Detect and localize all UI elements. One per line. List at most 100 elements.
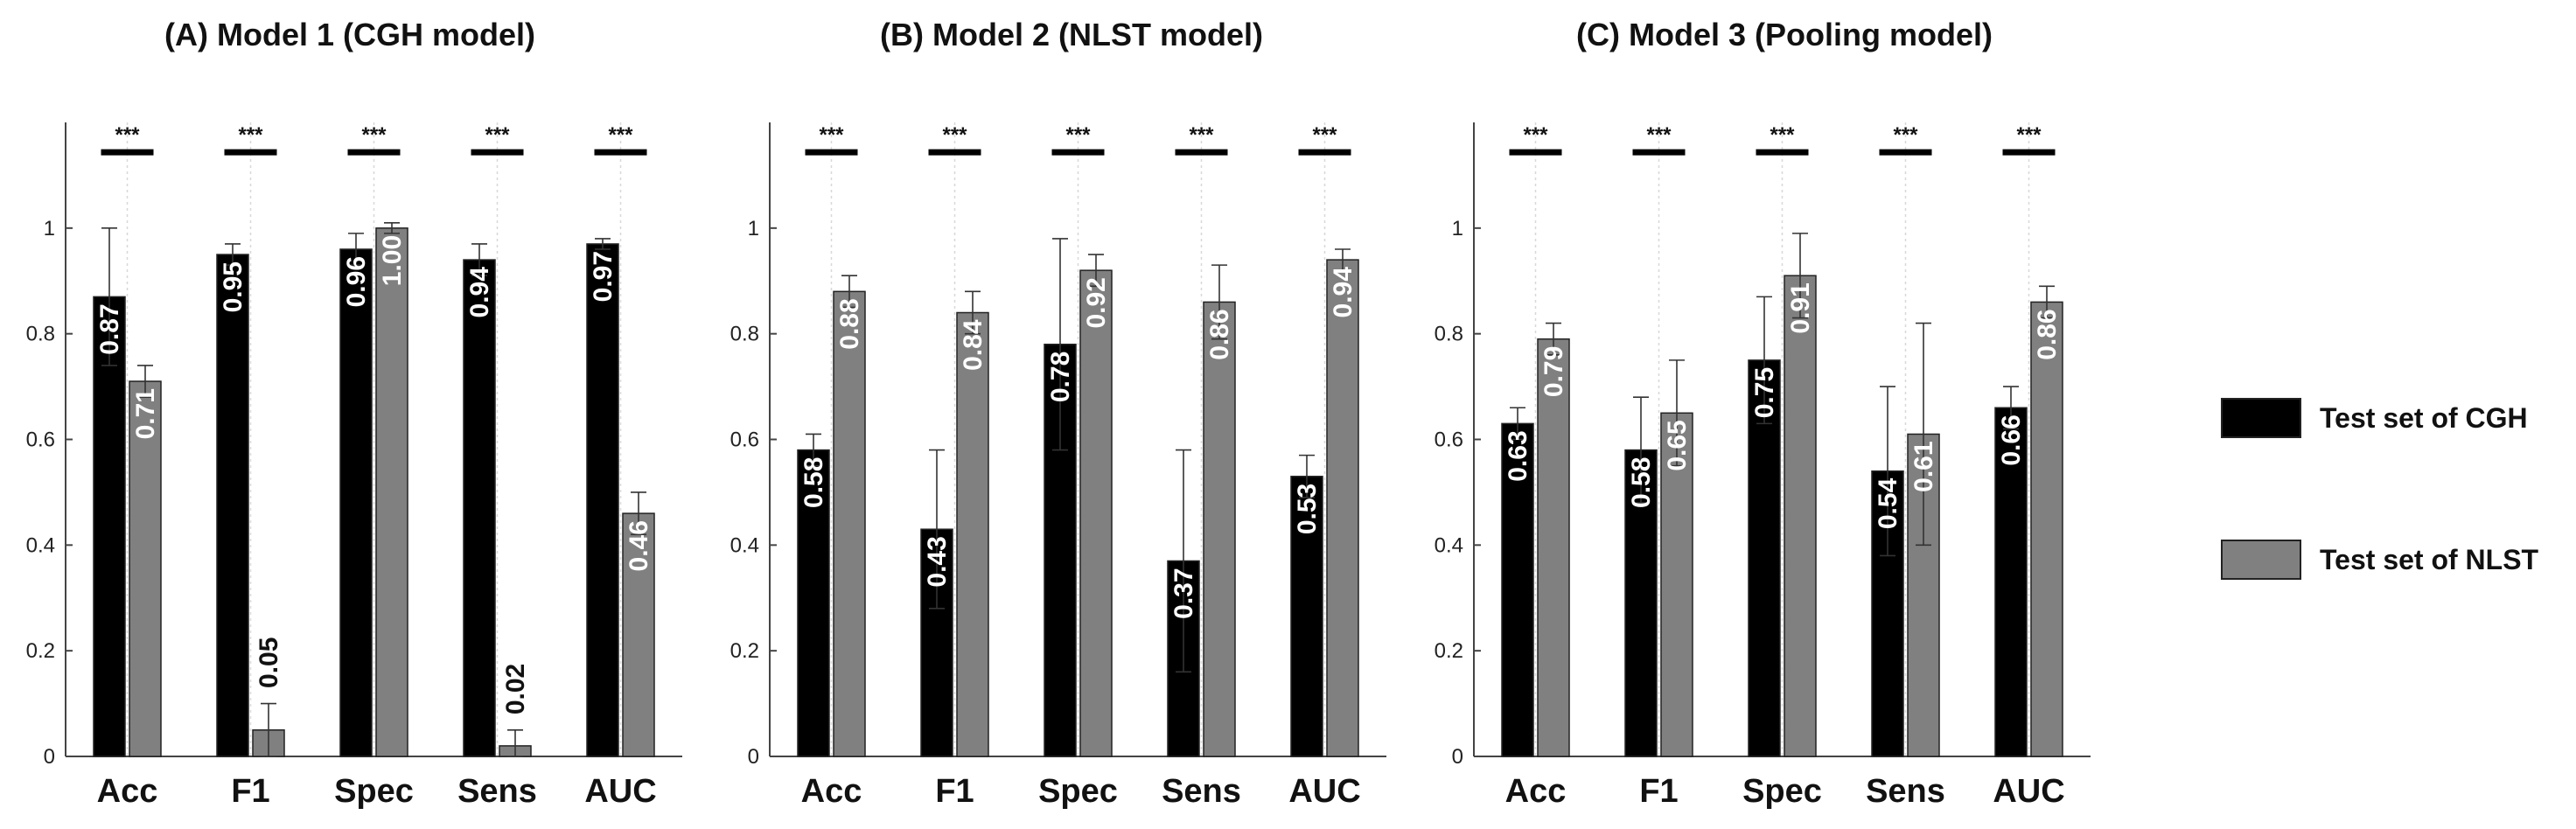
bar-nlst <box>1537 338 1570 757</box>
x-tick-label: Acc <box>97 773 158 810</box>
x-tick-label: Sens <box>1162 773 1241 810</box>
bar-nlst <box>1079 269 1113 757</box>
x-tick-label: Sens <box>457 773 537 810</box>
bar-cgh <box>1501 422 1534 757</box>
bar-nlst <box>833 290 866 757</box>
value-label: 0.86 <box>1205 309 1234 359</box>
x-tick-label: Spec <box>334 773 414 810</box>
x-tick-label: Sens <box>1866 773 1945 810</box>
bar-cgh <box>216 254 249 757</box>
bar-nlst <box>2030 301 2063 757</box>
significance-label: *** <box>1770 123 1795 147</box>
y-tick-label: 0.6 <box>26 428 55 452</box>
x-tick-label: F1 <box>1639 773 1678 810</box>
y-tick-label: 0.4 <box>730 533 759 557</box>
y-tick-label: 0 <box>748 745 759 769</box>
significance-label: *** <box>238 123 263 147</box>
value-label: 0.46 <box>625 520 653 571</box>
value-label: 0.78 <box>1046 352 1075 402</box>
significance-label: *** <box>485 123 510 147</box>
chart-title: (B) Model 2 (NLST model) <box>880 17 1263 52</box>
value-label: 0.94 <box>1329 267 1358 318</box>
significance-label: *** <box>819 123 844 147</box>
value-label: 0.66 <box>1997 414 2026 465</box>
value-label: 0.86 <box>2033 309 2062 359</box>
y-tick-label: 0 <box>44 745 55 769</box>
x-tick-label: Spec <box>1038 773 1118 810</box>
bar-nlst <box>1660 412 1693 757</box>
legend-swatch <box>2221 398 2301 438</box>
chart-title: (C) Model 3 (Pooling model) <box>1576 17 1993 52</box>
x-tick-label: F1 <box>935 773 974 810</box>
value-label: 0.92 <box>1082 277 1111 328</box>
x-tick-label: Acc <box>801 773 862 810</box>
significance-label: *** <box>608 123 633 147</box>
value-label: 0.37 <box>1169 568 1198 618</box>
chart-panel-1: (A) Model 1 (CGH model) 0 0.2 0.4 0.6 0.8 1 Acc… <box>26 17 682 810</box>
bar-nlst <box>375 227 408 757</box>
panels: (A) Model 1 (CGH model) 0 0.2 0.4 0.6 0.8 1 Acc… <box>26 17 2091 810</box>
x-tick-label: Spec <box>1742 773 1822 810</box>
y-tick-label: 0.6 <box>730 428 759 452</box>
value-label: 0.71 <box>131 388 160 439</box>
y-tick-label: 0.4 <box>1435 533 1463 557</box>
significance-label: *** <box>1893 123 1918 147</box>
value-label: 0.53 <box>1293 484 1322 534</box>
value-label: 0.43 <box>923 536 952 587</box>
significance-label: *** <box>1523 123 1548 147</box>
y-tick-label: 0.4 <box>26 533 55 557</box>
value-label: 0.94 <box>465 267 494 318</box>
value-label: 0.02 <box>501 664 530 714</box>
chart-panel-2: (B) Model 2 (NLST model) 0 0.2 0.4 0.6 0.8 1 Ac… <box>730 17 1386 810</box>
value-label: 0.05 <box>255 637 283 688</box>
chart-title: (A) Model 1 (CGH model) <box>164 17 535 52</box>
value-label: 0.58 <box>1627 457 1656 508</box>
y-tick-label: 0.6 <box>1435 428 1463 452</box>
y-tick-label: 0 <box>1452 745 1463 769</box>
y-tick-label: 0.2 <box>26 639 55 663</box>
y-tick-label: 1 <box>44 217 55 240</box>
bar-cgh <box>339 248 373 757</box>
legend-swatch <box>2221 540 2301 580</box>
significance-label: *** <box>2016 123 2042 147</box>
bar-cgh <box>797 449 830 757</box>
bar-cgh <box>1748 359 1781 757</box>
y-tick-label: 1 <box>1452 217 1463 240</box>
bar-nlst <box>1203 301 1236 757</box>
value-label: 0.63 <box>1504 430 1532 481</box>
chart-panel-3: (C) Model 3 (Pooling model) 0 0.2 0.4 0.6 0.8… <box>1435 17 2091 810</box>
significance-label: *** <box>942 123 967 147</box>
legend-label: Test set of CGH <box>2320 402 2528 434</box>
value-label: 0.96 <box>342 256 371 307</box>
value-label: 0.61 <box>1909 441 1938 491</box>
y-tick-label: 0.8 <box>26 323 55 346</box>
bar-cgh <box>586 243 619 757</box>
y-tick-label: 0.2 <box>730 639 759 663</box>
value-label: 1.00 <box>378 235 407 286</box>
value-label: 0.87 <box>95 303 124 354</box>
value-label: 0.79 <box>1539 346 1568 397</box>
x-tick-label: F1 <box>231 773 269 810</box>
value-label: 0.65 <box>1663 420 1692 470</box>
value-label: 0.54 <box>1874 477 1902 529</box>
x-tick-label: AUC <box>1993 773 2064 810</box>
significance-label: *** <box>1646 123 1672 147</box>
y-tick-label: 0.8 <box>730 323 759 346</box>
x-tick-label: AUC <box>584 773 656 810</box>
significance-label: *** <box>1312 123 1337 147</box>
y-tick-label: 0.2 <box>1435 639 1463 663</box>
bar-nlst <box>1784 275 1817 757</box>
y-tick-label: 1 <box>748 217 759 240</box>
significance-label: *** <box>115 123 140 147</box>
legend: Test set of CGH Test set of NLST <box>2221 398 2539 580</box>
x-tick-label: AUC <box>1288 773 1360 810</box>
bar-nlst <box>1326 259 1359 757</box>
value-label: 0.91 <box>1786 282 1815 333</box>
value-label: 0.97 <box>589 251 618 302</box>
value-label: 0.58 <box>799 457 828 508</box>
bar-nlst <box>129 380 162 757</box>
y-tick-label: 0.8 <box>1435 323 1463 346</box>
value-label: 0.95 <box>219 261 248 312</box>
bar-cgh <box>463 259 496 757</box>
significance-label: *** <box>1065 123 1091 147</box>
